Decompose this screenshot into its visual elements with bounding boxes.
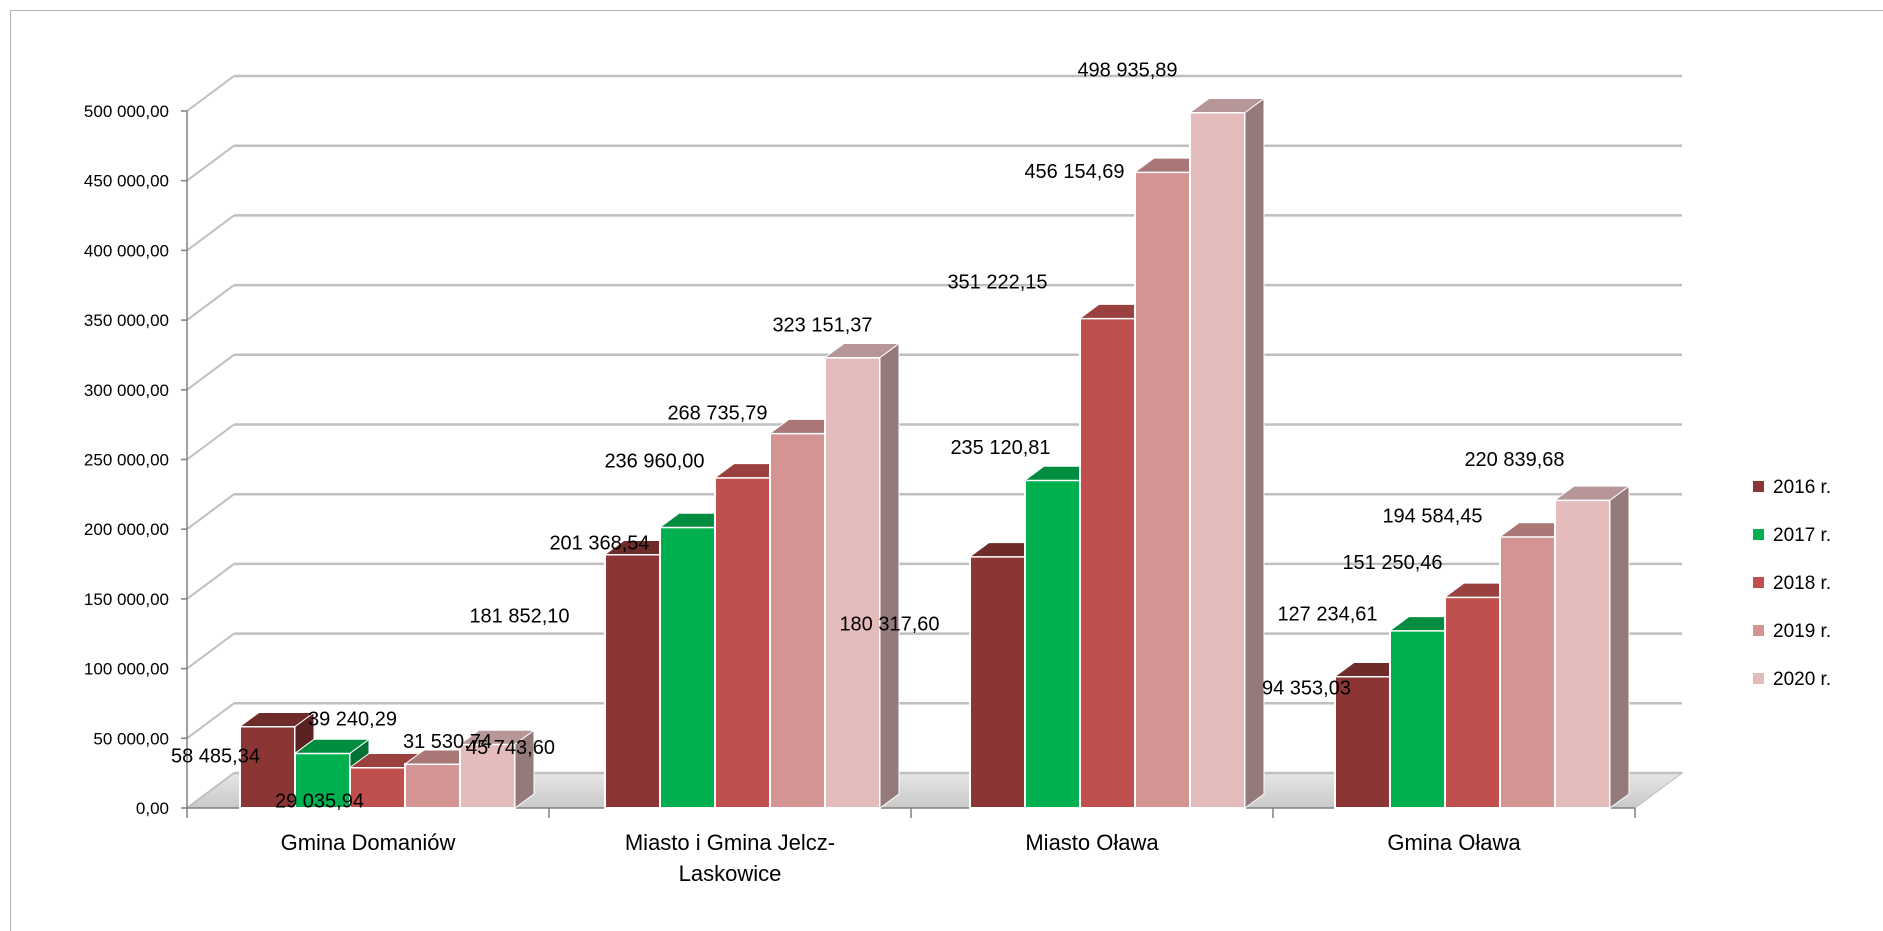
bar-front — [605, 554, 660, 808]
legend-swatch — [1753, 625, 1764, 636]
y-tick-label: 150 000,00 — [84, 590, 169, 609]
legend-label: 2017 r. — [1773, 525, 1831, 546]
bar-front — [1500, 537, 1555, 808]
data-label: 268 735,79 — [667, 402, 767, 424]
x-tick-label: Gmina Domaniów — [281, 830, 456, 855]
gridline-depth — [187, 634, 234, 669]
data-label: 29 035,94 — [275, 791, 364, 813]
gridline-depth — [187, 146, 234, 181]
data-label: 58 485,34 — [171, 745, 260, 767]
legend-swatch — [1753, 577, 1764, 588]
gridline-depth — [187, 494, 234, 529]
y-tick-label: 50 000,00 — [93, 729, 169, 748]
y-tick-label: 500 000,00 — [84, 102, 169, 121]
bar-front — [1555, 500, 1610, 808]
y-tick-label: 0,00 — [136, 799, 169, 818]
legend-label: 2018 r. — [1773, 573, 1831, 594]
y-tick-label: 250 000,00 — [84, 451, 169, 470]
bar-front — [715, 478, 770, 808]
y-tick-label: 300 000,00 — [84, 381, 169, 400]
gridline-depth — [187, 285, 234, 320]
data-label: 220 839,68 — [1464, 449, 1564, 471]
bar-front — [660, 527, 715, 808]
data-label: 39 240,29 — [308, 708, 397, 730]
legend-label: 2020 r. — [1773, 669, 1831, 690]
data-label: 456 154,69 — [1024, 161, 1124, 183]
data-label: 127 234,61 — [1277, 604, 1377, 626]
y-tick-label: 450 000,00 — [84, 172, 169, 191]
y-tick-label: 100 000,00 — [84, 660, 169, 679]
data-label: 351 222,15 — [947, 271, 1047, 293]
bar-front — [1390, 631, 1445, 808]
legend-swatch — [1753, 529, 1764, 540]
bar-side — [1610, 486, 1629, 808]
bar-front — [1190, 112, 1245, 808]
bars — [240, 98, 1629, 808]
gridline-depth — [187, 355, 234, 390]
data-label: 151 250,46 — [1342, 552, 1442, 574]
bar-front — [1025, 480, 1080, 808]
data-label: 236 960,00 — [604, 451, 704, 473]
x-tick-label: Miasto Oława — [1025, 830, 1159, 855]
gridline-depth — [187, 564, 234, 599]
data-label: 235 120,81 — [950, 437, 1050, 459]
x-tick-label: Gmina Oława — [1387, 830, 1521, 855]
legend: 2016 r. 2017 r. 2018 r. 2019 r. 2020 r. — [1753, 477, 1831, 690]
bar-front — [825, 358, 880, 808]
data-label: 498 935,89 — [1077, 59, 1177, 81]
gridline-depth — [187, 425, 234, 460]
legend-swatch — [1753, 673, 1764, 684]
legend-label: 2016 r. — [1773, 477, 1831, 498]
bar-front — [405, 764, 460, 808]
data-label: 94 353,03 — [1262, 677, 1351, 699]
bar-front — [770, 433, 825, 808]
legend-label: 2019 r. — [1773, 621, 1831, 642]
data-label: 194 584,45 — [1382, 506, 1482, 528]
y-tick-label: 350 000,00 — [84, 311, 169, 330]
bar-front — [1445, 597, 1500, 808]
data-label: 201 368,54 — [549, 532, 649, 554]
bar-side — [880, 344, 899, 808]
bar-side — [1245, 98, 1264, 808]
gridline-depth — [187, 703, 234, 738]
bar-front — [1080, 318, 1135, 808]
x-tick-label: Miasto i Gmina Jelcz-Laskowice — [625, 830, 835, 886]
data-label: 323 151,37 — [772, 315, 872, 337]
y-tick-label: 400 000,00 — [84, 241, 169, 260]
legend-swatch — [1753, 481, 1764, 492]
data-label: 180 317,60 — [839, 614, 939, 636]
gridline-depth — [187, 215, 234, 250]
gridline-depth — [187, 76, 234, 111]
data-label: 181 852,10 — [469, 605, 569, 627]
y-tick-label: 200 000,00 — [84, 520, 169, 539]
bar-front — [1135, 172, 1190, 808]
data-label: 45 743,60 — [466, 737, 555, 759]
bar-front — [970, 557, 1025, 808]
